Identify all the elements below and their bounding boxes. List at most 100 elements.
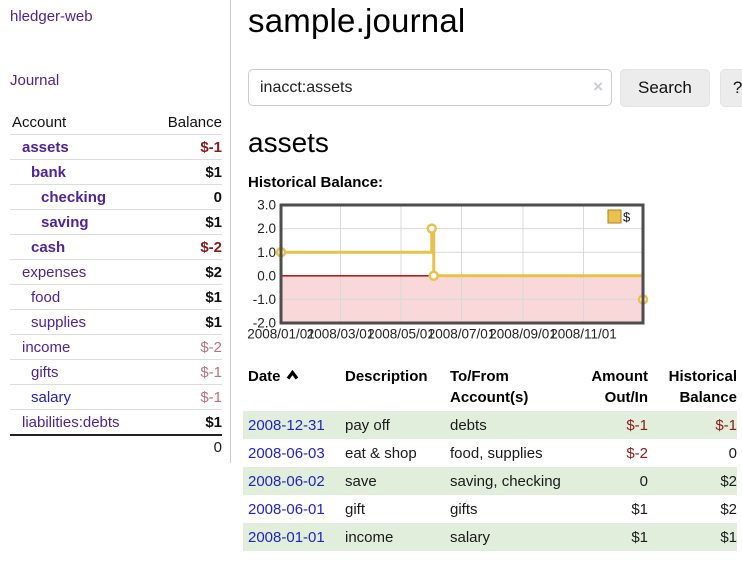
- account-balance: $1: [205, 289, 222, 306]
- help-button[interactable]: ?: [719, 68, 742, 107]
- transaction-accounts: saving, checking: [450, 472, 561, 490]
- transaction-date-link[interactable]: 2008-06-03: [248, 444, 325, 462]
- transaction-accounts: debts: [450, 416, 487, 434]
- accounts-total-row: 0: [10, 434, 222, 459]
- account-link-checking[interactable]: checking: [41, 189, 107, 206]
- account-link-cash[interactable]: cash: [31, 239, 66, 256]
- transaction-balance: $2: [720, 472, 737, 490]
- header-account: To/From Account(s): [450, 367, 529, 406]
- svg-text:0.0: 0.0: [257, 268, 276, 283]
- sort-asc-icon: [286, 366, 299, 387]
- svg-text:2008/11/01: 2008/11/01: [550, 326, 617, 341]
- accounts-total: 0: [213, 439, 222, 456]
- main-content: sample.journal × Search ? assets Histori…: [231, 0, 742, 551]
- account-balance: 0: [213, 189, 222, 206]
- transaction-date-link[interactable]: 2008-01-01: [248, 528, 325, 546]
- svg-text:$: $: [623, 209, 631, 224]
- account-balance: $-1: [200, 364, 222, 381]
- transaction-description: pay off: [345, 416, 390, 434]
- brand-link[interactable]: hledger-web: [10, 8, 93, 25]
- account-balance: $-2: [200, 239, 222, 256]
- account-balance: $-1: [200, 389, 222, 406]
- page: hledger-web Journal Account Balance asse…: [0, 0, 742, 551]
- account-link-saving[interactable]: saving: [41, 214, 89, 231]
- account-link-bank[interactable]: bank: [31, 164, 67, 181]
- transaction-row: 2008-12-31 pay off debts $-1 $-1: [243, 410, 737, 439]
- account-row-gifts: gifts $-1: [10, 359, 222, 384]
- transaction-balance: $2: [720, 500, 737, 518]
- transaction-balance: $1: [720, 528, 737, 546]
- transaction-row: 2008-06-02 save saving, checking 0 $2: [243, 466, 737, 495]
- search-button[interactable]: Search: [620, 68, 710, 107]
- transaction-date-link[interactable]: 2008-06-01: [248, 500, 325, 518]
- transaction-row: 2008-06-03 eat & shop food, supplies $-2…: [243, 439, 737, 467]
- sidebar-item-journal[interactable]: Journal: [10, 72, 60, 89]
- transaction-date-link[interactable]: 2008-06-02: [248, 472, 325, 490]
- account-link-expenses[interactable]: expenses: [22, 264, 87, 281]
- account-balance: $-1: [200, 139, 222, 156]
- account-row-food: food $1: [10, 284, 222, 309]
- transaction-description: eat & shop: [345, 444, 417, 462]
- search-input[interactable]: [248, 69, 612, 107]
- svg-text:2008/09/01: 2008/09/01: [489, 326, 557, 341]
- accounts-table: Account Balance assets $-1 bank $1 check…: [10, 110, 222, 459]
- account-link-salary[interactable]: salary: [31, 389, 72, 406]
- transaction-balance: $-1: [715, 416, 737, 434]
- transaction-amount: 0: [639, 472, 648, 490]
- account-balance: $1: [205, 314, 222, 331]
- transaction-row: 2008-06-01 gift gifts $1 $2: [243, 495, 737, 523]
- account-balance: $-2: [200, 339, 222, 356]
- historical-balance-chart: $3.0 2.0 1.0 0.0 -1.0 -2.0 2008/01/01 2008/03/0…: [247, 197, 742, 349]
- account-link-assets[interactable]: assets: [22, 139, 69, 156]
- chart-heading: Historical Balance:: [248, 173, 384, 191]
- account-row-assets: assets $-1: [10, 134, 222, 159]
- transaction-description: income: [345, 528, 394, 546]
- svg-text:1.0: 1.0: [257, 245, 276, 260]
- account-link-liabilities-debts[interactable]: liabilities:debts: [22, 414, 120, 431]
- transaction-amount: $-1: [626, 416, 648, 434]
- transaction-description: gift: [345, 500, 366, 518]
- transaction-row: 2008-01-01 income salary $1 $1: [243, 522, 737, 551]
- accounts-header: Account Balance: [10, 110, 222, 134]
- transaction-date-link[interactable]: 2008-12-31: [248, 416, 325, 434]
- transaction-amount: $1: [631, 500, 648, 518]
- account-balance: $1: [205, 414, 222, 431]
- register-table: Date Description To/From Account(s) Amou…: [243, 362, 737, 551]
- account-heading: assets: [248, 126, 329, 158]
- transaction-balance: 0: [728, 444, 737, 462]
- account-link-income[interactable]: income: [22, 339, 71, 356]
- svg-text:-2.0: -2.0: [253, 315, 276, 330]
- svg-text:2.0: 2.0: [257, 221, 276, 236]
- account-row-expenses: expenses $2: [10, 259, 222, 284]
- transaction-description: save: [345, 472, 377, 490]
- account-link-gifts[interactable]: gifts: [31, 364, 59, 381]
- accounts-header-balance: Balance: [167, 114, 222, 131]
- account-link-food[interactable]: food: [31, 289, 61, 306]
- account-row-supplies: supplies $1: [10, 309, 222, 334]
- transaction-accounts: gifts: [450, 500, 478, 518]
- transaction-accounts: salary: [450, 528, 491, 546]
- account-row-salary: salary $-1: [10, 384, 222, 409]
- header-date[interactable]: Date: [243, 362, 345, 390]
- svg-text:2008/01/01: 2008/01/01: [247, 326, 315, 341]
- sidebar: hledger-web Journal Account Balance asse…: [0, 0, 231, 463]
- account-row-liabilities-debts: liabilities:debts $1: [10, 409, 222, 434]
- clear-search-icon[interactable]: ×: [593, 77, 603, 97]
- accounts-header-account: Account: [12, 114, 67, 131]
- svg-text:2008/03/01: 2008/03/01: [307, 326, 375, 341]
- transaction-amount: $1: [631, 528, 648, 546]
- register-header-row: Date Description To/From Account(s) Amou…: [243, 362, 737, 411]
- account-link-supplies[interactable]: supplies: [31, 314, 87, 331]
- transaction-amount: $-2: [626, 444, 648, 462]
- transaction-accounts: food, supplies: [450, 444, 543, 462]
- account-row-income: income $-2: [10, 334, 222, 359]
- search-form: × Search ?: [248, 68, 742, 107]
- header-balance: Historical Balance: [668, 367, 737, 406]
- account-row-bank: bank $1: [10, 159, 222, 184]
- svg-text:2008/05/01: 2008/05/01: [367, 326, 435, 341]
- svg-text:-1.0: -1.0: [253, 292, 276, 307]
- account-balance: $1: [205, 164, 222, 181]
- account-balance: $2: [205, 264, 222, 281]
- page-title: sample.journal: [248, 2, 466, 39]
- svg-text:3.0: 3.0: [257, 197, 276, 212]
